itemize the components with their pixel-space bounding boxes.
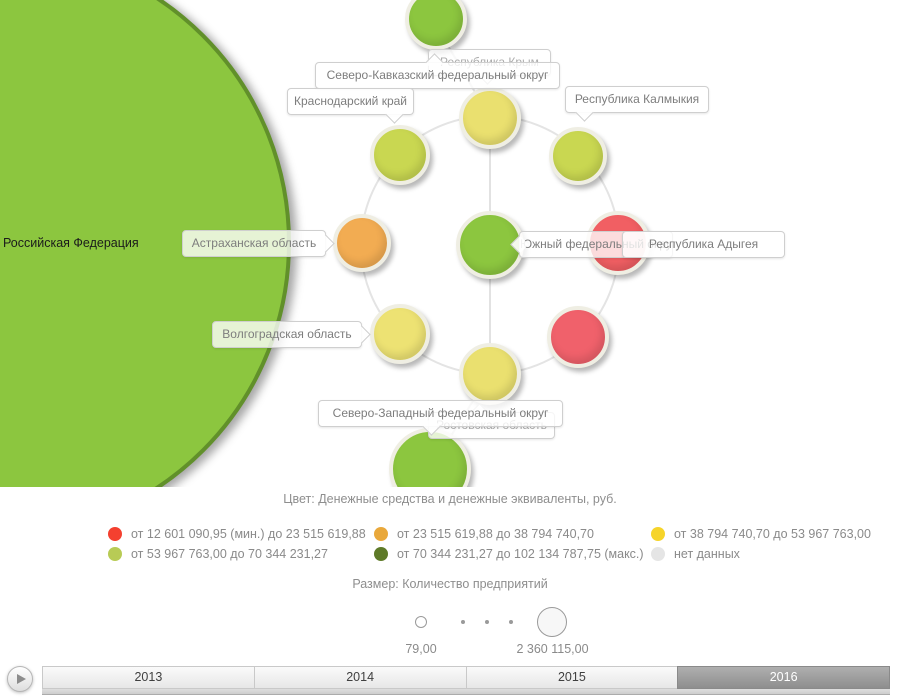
bubble-krasnodar-krai[interactable]: [370, 125, 430, 185]
bubble-north-caucasus-district[interactable]: [405, 0, 467, 50]
size-scale-max-circle-icon: [537, 607, 567, 637]
tooltip-kalmykia[interactable]: Республика Калмыкия: [565, 86, 709, 122]
tooltip-astrakhan-oblast[interactable]: Астраханская область: [182, 230, 335, 257]
legend-item-label: от 70 344 231,27 до 102 134 787,75 (макс…: [397, 547, 644, 561]
timeline-year-2015[interactable]: 2015: [465, 666, 678, 689]
legend-dot-yellowgreen-icon: [108, 547, 122, 561]
color-legend-title: Цвет: Денежные средства и денежные эквив…: [283, 492, 617, 506]
play-icon: [17, 674, 26, 684]
legend-item: от 23 515 619,88 до 38 794 740,70: [374, 525, 594, 543]
timeline-year-2013[interactable]: 2013: [42, 666, 254, 689]
legend-dot-orange-icon: [374, 527, 388, 541]
tooltip-volgograd-oblast[interactable]: Волгоградская область: [212, 321, 371, 348]
legend-dot-yellow-icon: [651, 527, 665, 541]
bubble-rostov-oblast[interactable]: [459, 343, 521, 405]
russian-federation-label: Российская Федерация: [3, 236, 139, 250]
tooltip-north-west-district[interactable]: Северо-Западный федеральный округ: [318, 400, 563, 436]
legend-item: от 70 344 231,27 до 102 134 787,75 (макс…: [374, 545, 644, 563]
legend-item-label: от 23 515 619,88 до 38 794 740,70: [397, 527, 594, 541]
legend-item-label: от 12 601 090,95 (мин.) до 23 515 619,88: [131, 527, 366, 541]
size-scale-min-label: 79,00: [405, 642, 437, 656]
timeline-year-2014[interactable]: 2014: [253, 666, 466, 689]
tooltip-adygea[interactable]: Республика Адыгея: [622, 231, 785, 258]
bubble-astrakhan-oblast[interactable]: [333, 214, 391, 272]
size-scale-dot-icon: [509, 620, 513, 624]
size-scale-dot-icon: [461, 620, 465, 624]
tooltip-north-caucasus-district[interactable]: Северо-Кавказский федеральный округ: [315, 53, 560, 89]
chart-canvas: Российская Федерация Республика Крым Сев…: [0, 0, 785, 487]
legend-item: от 53 967 763,00 до 70 344 231,27: [108, 545, 328, 563]
size-legend-title: Размер: Количество предприятий: [352, 577, 548, 591]
legend-item-label: от 38 794 740,70 до 53 967 763,00: [674, 527, 871, 541]
tooltip-krasnodar-krai[interactable]: Краснодарский край: [287, 88, 414, 124]
legend-dot-nodata-icon: [651, 547, 665, 561]
timeline-track[interactable]: [42, 689, 890, 695]
legend-item: нет данных: [651, 545, 740, 563]
play-button[interactable]: [7, 666, 33, 692]
bubble-kalmykia[interactable]: [549, 127, 607, 185]
timeline: 2013 2014 2015 2016: [42, 666, 890, 689]
size-scale-dot-icon: [485, 620, 489, 624]
legend-item: от 38 794 740,70 до 53 967 763,00: [651, 525, 871, 543]
size-scale-max-label: 2 360 115,00: [516, 642, 589, 656]
size-scale-min-circle-icon: [415, 616, 427, 628]
legend-item-label: от 53 967 763,00 до 70 344 231,27: [131, 547, 328, 561]
bubble-volgograd-oblast[interactable]: [370, 304, 430, 364]
legend-dot-darkgreen-icon: [374, 547, 388, 561]
legend-item: от 12 601 090,95 (мин.) до 23 515 619,88: [108, 525, 366, 543]
bubble-sevastopol[interactable]: [547, 306, 609, 368]
legend-dot-red-icon: [108, 527, 122, 541]
bubble-crimea[interactable]: [459, 87, 521, 149]
legend-item-label: нет данных: [674, 547, 740, 561]
timeline-year-2016-selected[interactable]: 2016: [677, 666, 890, 689]
